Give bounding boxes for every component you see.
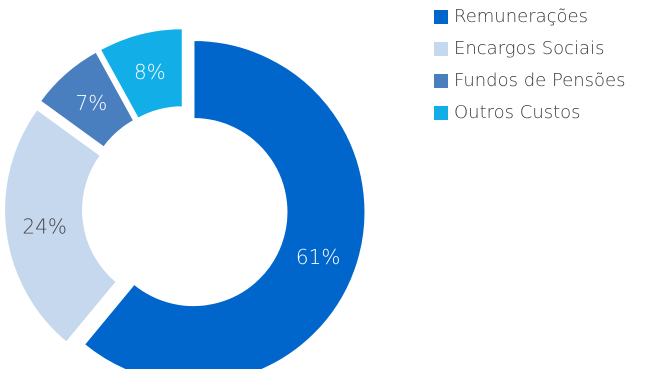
legend-label-fundos-de-pensoes: Fundos de Pensões [454,70,626,91]
legend-label-remuneracoes: Remunerações [454,6,588,27]
slice-label-encargos-sociais: 24% [22,215,66,239]
slice-label-outros-custos: 8% [134,60,166,84]
donut-slice-fundos-de-pensoes [38,50,136,149]
legend-swatch-encargos-sociais [434,41,448,56]
legend-swatch-outros-custos [434,105,448,120]
slice-label-fundos-de-pensoes: 7% [76,91,108,115]
slice-label-remuneracoes: 61% [296,245,340,269]
legend-label-outros-custos: Outros Custos [454,102,581,123]
legend-swatch-remuneracoes [434,9,448,24]
donut-chart-svg: 61% 24% 7% 8% [3,27,367,373]
chart-legend: Remunerações Encargos Sociais Fundos de … [434,6,657,134]
donut-slice-remuneracoes [82,39,367,373]
donut-slice-outros-custos [98,27,184,121]
legend-label-encargos-sociais: Encargos Sociais [454,38,605,59]
legend-swatch-fundos-de-pensoes [434,73,448,88]
donut-chart: 61% 24% 7% 8% [3,27,367,373]
donut-slice-encargos-sociais [3,107,119,345]
legend-item-outros-custos: Outros Custos [434,102,657,123]
legend-item-fundos-de-pensoes: Fundos de Pensões [434,70,657,91]
legend-item-encargos-sociais: Encargos Sociais [434,38,657,59]
legend-item-remuneracoes: Remunerações [434,6,657,27]
